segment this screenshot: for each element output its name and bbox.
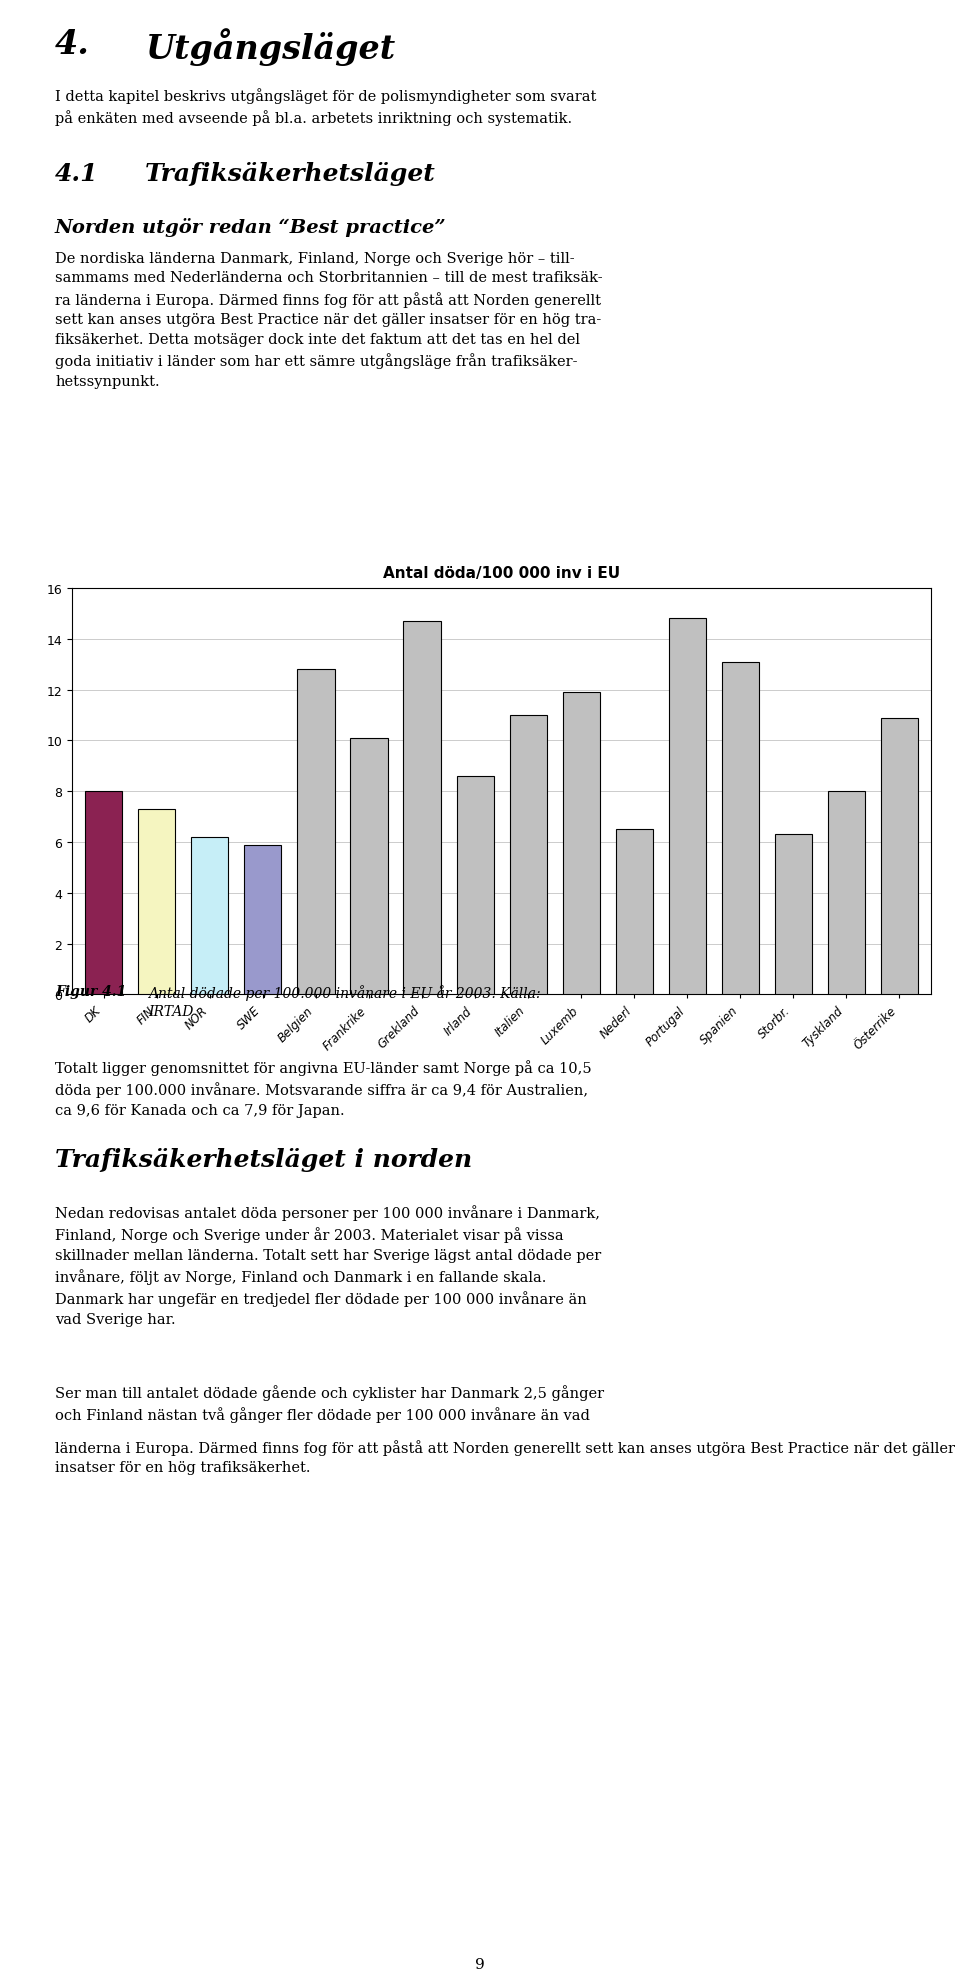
Bar (457, 777, 493, 995)
Text: länderna i Europa. Därmed finns fog för att påstå att Norden generellt sett kan : länderna i Europa. Därmed finns fog för … (55, 1439, 955, 1475)
Text: Utgångsläget: Utgångsläget (145, 28, 396, 65)
Text: 4.: 4. (55, 28, 90, 61)
Text: 9: 9 (475, 1956, 485, 1970)
Bar (881, 717, 918, 995)
Text: Trafiksäkerhetsläget: Trafiksäkerhetsläget (145, 163, 436, 186)
Bar (138, 809, 176, 995)
Text: Norden utgör redan “Best practice”: Norden utgör redan “Best practice” (55, 218, 446, 238)
Text: Antal dödade per 100.000 invånare i EU år 2003. Källa:
IRTAD: Antal dödade per 100.000 invånare i EU å… (148, 985, 540, 1019)
Bar (722, 662, 758, 995)
Bar (85, 793, 122, 995)
Text: Ser man till antalet dödade gående och cyklister har Danmark 2,5 gånger
och Finl: Ser man till antalet dödade gående och c… (55, 1383, 604, 1423)
Bar (775, 834, 812, 995)
Bar (828, 793, 865, 995)
Text: 4.1: 4.1 (55, 163, 99, 186)
Bar (350, 739, 388, 995)
Text: Totalt ligger genomsnittet för angivna EU-länder samt Norge på ca 10,5
döda per : Totalt ligger genomsnittet för angivna E… (55, 1060, 591, 1118)
Text: Figur 4.1: Figur 4.1 (55, 985, 127, 999)
Text: De nordiska länderna Danmark, Finland, Norge och Sverige hör – till-
sammams med: De nordiska länderna Danmark, Finland, N… (55, 252, 603, 388)
Bar (669, 618, 706, 995)
Title: Antal döda/100 000 inv i EU: Antal döda/100 000 inv i EU (383, 565, 620, 581)
Bar (615, 830, 653, 995)
Bar (191, 838, 228, 995)
Bar (510, 716, 546, 995)
Text: Trafiksäkerhetsläget i norden: Trafiksäkerhetsläget i norden (55, 1148, 472, 1171)
Bar (298, 670, 334, 995)
Bar (245, 844, 281, 995)
Text: Nedan redovisas antalet döda personer per 100 000 invånare i Danmark,
Finland, N: Nedan redovisas antalet döda personer pe… (55, 1205, 601, 1326)
Bar (563, 694, 600, 995)
Bar (403, 622, 441, 995)
Text: I detta kapitel beskrivs utgångsläget för de polismyndigheter som svarat
på enkä: I detta kapitel beskrivs utgångsläget fö… (55, 87, 596, 127)
